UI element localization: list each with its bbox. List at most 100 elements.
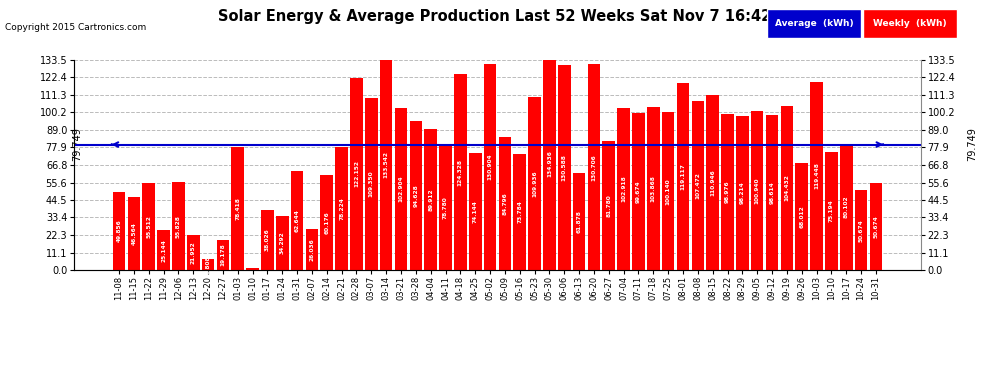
Text: 38.026: 38.026 bbox=[265, 229, 270, 252]
Text: 100.940: 100.940 bbox=[754, 177, 759, 204]
Text: 89.912: 89.912 bbox=[429, 188, 434, 211]
Bar bbox=[454, 74, 466, 270]
Bar bbox=[128, 197, 141, 270]
Bar bbox=[291, 171, 303, 270]
Text: 19.178: 19.178 bbox=[221, 243, 226, 266]
Bar bbox=[750, 111, 763, 270]
Bar bbox=[425, 129, 437, 270]
Bar bbox=[276, 216, 289, 270]
Text: 98.214: 98.214 bbox=[740, 182, 744, 204]
Bar bbox=[247, 268, 259, 270]
Bar bbox=[113, 192, 126, 270]
Bar bbox=[795, 163, 808, 270]
Text: 81.780: 81.780 bbox=[606, 194, 611, 217]
Text: 79.749: 79.749 bbox=[967, 128, 977, 162]
Text: 134.936: 134.936 bbox=[546, 150, 551, 177]
Text: 109.350: 109.350 bbox=[369, 171, 374, 197]
Text: 79.749: 79.749 bbox=[72, 128, 82, 162]
Text: 119.117: 119.117 bbox=[680, 163, 685, 190]
Text: 102.904: 102.904 bbox=[399, 176, 404, 203]
Text: 78.418: 78.418 bbox=[236, 197, 241, 220]
Text: 103.868: 103.868 bbox=[650, 175, 655, 202]
Bar bbox=[499, 136, 511, 270]
Text: 73.784: 73.784 bbox=[517, 201, 523, 223]
Bar bbox=[306, 229, 318, 270]
Bar bbox=[395, 108, 407, 270]
Text: 84.796: 84.796 bbox=[502, 192, 508, 214]
Bar bbox=[544, 58, 555, 270]
Text: Solar Energy & Average Production Last 52 Weeks Sat Nov 7 16:42: Solar Energy & Average Production Last 5… bbox=[219, 9, 771, 24]
Text: 133.542: 133.542 bbox=[384, 152, 389, 178]
Text: 55.512: 55.512 bbox=[147, 215, 151, 238]
Bar bbox=[217, 240, 230, 270]
Text: 50.674: 50.674 bbox=[858, 219, 863, 242]
Bar bbox=[869, 183, 882, 270]
Text: 98.976: 98.976 bbox=[725, 181, 730, 204]
Bar bbox=[172, 182, 185, 270]
Bar bbox=[662, 112, 674, 270]
Bar bbox=[588, 64, 600, 270]
Bar bbox=[633, 113, 644, 270]
Bar bbox=[765, 115, 778, 270]
Text: 25.144: 25.144 bbox=[161, 239, 166, 262]
Text: 26.036: 26.036 bbox=[310, 238, 315, 261]
Bar bbox=[187, 236, 200, 270]
Bar bbox=[780, 106, 793, 270]
Bar bbox=[157, 231, 170, 270]
Text: 94.628: 94.628 bbox=[414, 184, 419, 207]
Bar bbox=[143, 183, 155, 270]
Bar bbox=[202, 259, 215, 270]
Bar bbox=[321, 176, 333, 270]
Bar bbox=[440, 146, 451, 270]
Text: 102.918: 102.918 bbox=[621, 176, 626, 202]
Bar bbox=[677, 82, 689, 270]
Text: Copyright 2015 Cartronics.com: Copyright 2015 Cartronics.com bbox=[5, 22, 147, 32]
Bar bbox=[484, 64, 496, 270]
Text: 110.946: 110.946 bbox=[710, 170, 715, 196]
Text: 130.706: 130.706 bbox=[591, 154, 596, 181]
Text: 21.952: 21.952 bbox=[191, 242, 196, 264]
Text: Average  (kWh): Average (kWh) bbox=[775, 19, 853, 28]
Text: 109.936: 109.936 bbox=[532, 170, 538, 197]
Text: 6.808: 6.808 bbox=[206, 255, 211, 274]
Text: Weekly  (kWh): Weekly (kWh) bbox=[873, 19, 947, 28]
Text: 124.328: 124.328 bbox=[457, 159, 463, 186]
Text: 100.140: 100.140 bbox=[665, 178, 670, 204]
Text: 61.878: 61.878 bbox=[576, 210, 581, 233]
Bar bbox=[692, 101, 704, 270]
Bar bbox=[810, 82, 823, 270]
Text: 119.448: 119.448 bbox=[814, 163, 819, 189]
Text: 130.588: 130.588 bbox=[561, 154, 566, 181]
Text: 75.194: 75.194 bbox=[829, 200, 834, 222]
Text: 49.856: 49.856 bbox=[117, 219, 122, 242]
Text: 80.102: 80.102 bbox=[843, 196, 848, 218]
Bar bbox=[706, 96, 719, 270]
Bar bbox=[721, 114, 734, 270]
Bar bbox=[380, 60, 392, 270]
Text: 107.472: 107.472 bbox=[695, 172, 700, 199]
Bar bbox=[336, 147, 347, 270]
Text: 50.674: 50.674 bbox=[873, 215, 878, 238]
Bar bbox=[825, 152, 838, 270]
Bar bbox=[529, 97, 541, 270]
Bar bbox=[840, 144, 852, 270]
Bar bbox=[350, 78, 362, 270]
Bar bbox=[469, 153, 481, 270]
Text: 130.904: 130.904 bbox=[487, 154, 493, 180]
Text: 99.674: 99.674 bbox=[636, 180, 641, 203]
Text: 104.432: 104.432 bbox=[784, 174, 789, 201]
Bar bbox=[232, 147, 245, 270]
Bar bbox=[558, 64, 570, 270]
Text: 55.828: 55.828 bbox=[176, 214, 181, 237]
Bar bbox=[603, 141, 615, 270]
Bar bbox=[736, 116, 748, 270]
Text: 68.012: 68.012 bbox=[799, 205, 804, 228]
Bar bbox=[618, 108, 630, 270]
Text: 60.176: 60.176 bbox=[325, 211, 330, 234]
Bar bbox=[854, 190, 867, 270]
Bar bbox=[261, 210, 274, 270]
Text: 46.564: 46.564 bbox=[132, 222, 137, 245]
Text: 78.224: 78.224 bbox=[340, 197, 345, 220]
Bar bbox=[573, 172, 585, 270]
Bar bbox=[647, 106, 659, 270]
